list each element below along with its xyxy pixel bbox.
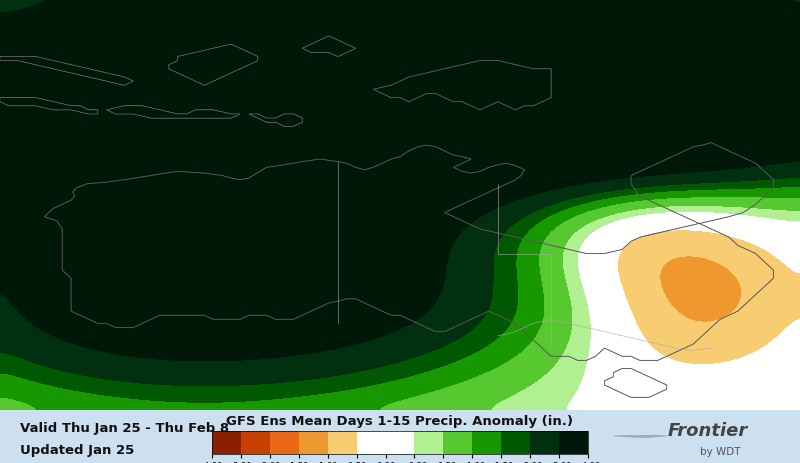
Text: by WDT: by WDT bbox=[700, 446, 741, 456]
Text: Frontier: Frontier bbox=[668, 421, 748, 439]
Polygon shape bbox=[169, 45, 258, 86]
Circle shape bbox=[640, 435, 669, 437]
Text: Updated Jan 25: Updated Jan 25 bbox=[20, 443, 134, 456]
Polygon shape bbox=[0, 57, 134, 86]
Polygon shape bbox=[106, 106, 240, 119]
Polygon shape bbox=[249, 115, 302, 127]
Polygon shape bbox=[0, 98, 98, 115]
Polygon shape bbox=[249, 115, 302, 127]
Polygon shape bbox=[169, 45, 258, 86]
Circle shape bbox=[613, 435, 638, 437]
Polygon shape bbox=[0, 98, 98, 115]
Polygon shape bbox=[45, 144, 774, 361]
Circle shape bbox=[622, 435, 658, 438]
Polygon shape bbox=[106, 106, 240, 119]
Polygon shape bbox=[374, 62, 551, 111]
Text: Valid Thu Jan 25 - Thu Feb 8: Valid Thu Jan 25 - Thu Feb 8 bbox=[20, 421, 229, 434]
Text: GFS Ens Mean Days 1-15 Precip. Anomaly (in.): GFS Ens Mean Days 1-15 Precip. Anomaly (… bbox=[226, 414, 574, 427]
Circle shape bbox=[631, 436, 657, 438]
Polygon shape bbox=[605, 369, 666, 397]
Polygon shape bbox=[0, 57, 134, 86]
Polygon shape bbox=[302, 37, 355, 57]
Polygon shape bbox=[302, 37, 355, 57]
